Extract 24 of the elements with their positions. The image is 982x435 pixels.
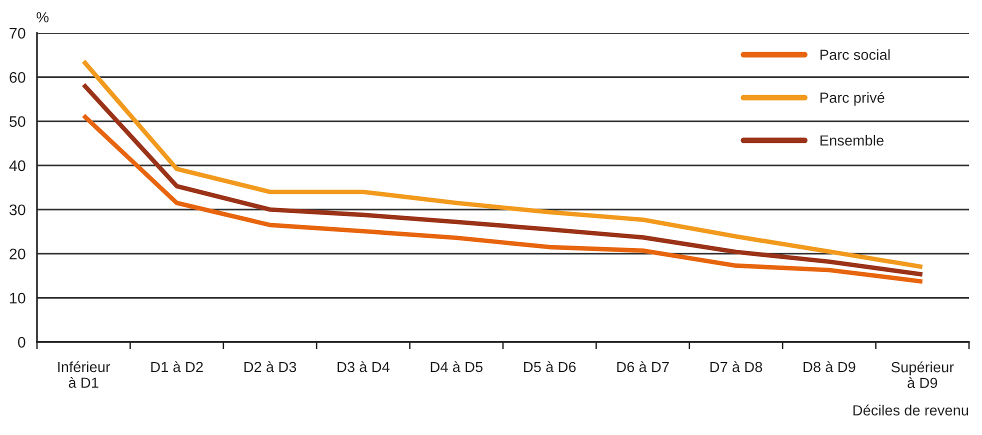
y-tick-label: 20 <box>10 248 26 260</box>
y-tick-label: 60 <box>10 72 26 83</box>
y-tick-label: 30 <box>9 204 26 216</box>
x-tick-label: D5 à D6 <box>524 361 576 372</box>
x-tick-label: D6 à D7 <box>617 361 669 372</box>
x-tick-label: D1 à D2 <box>151 361 203 372</box>
x-tick-label: D3 à D4 <box>338 361 390 372</box>
y-tick-label: 0 <box>18 336 26 348</box>
y-tick-label: 40 <box>9 160 26 172</box>
x-tick-label: D2 à D3 <box>244 361 296 372</box>
y-tick-label: 70 <box>10 28 26 39</box>
y-tick-label: 10 <box>10 292 26 304</box>
x-tick-label: Inférieur à D1 <box>58 361 110 388</box>
x-tick-label: D7 à D8 <box>710 361 762 372</box>
x-tick-label: Supérieur à D9 <box>891 361 954 388</box>
legend-label: Parc privé <box>820 92 884 106</box>
x-tick-label: D8 à D9 <box>804 361 856 372</box>
y-tick-label: 50 <box>10 116 26 127</box>
legend-label: Parc social <box>820 49 890 60</box>
x-axis-title: Déciles de revenu <box>853 404 968 416</box>
line-series <box>81 113 925 284</box>
x-tick-label: D4 à D5 <box>430 361 483 372</box>
y-axis-title: % <box>36 12 49 22</box>
legend-label: Ensemble <box>820 134 884 146</box>
